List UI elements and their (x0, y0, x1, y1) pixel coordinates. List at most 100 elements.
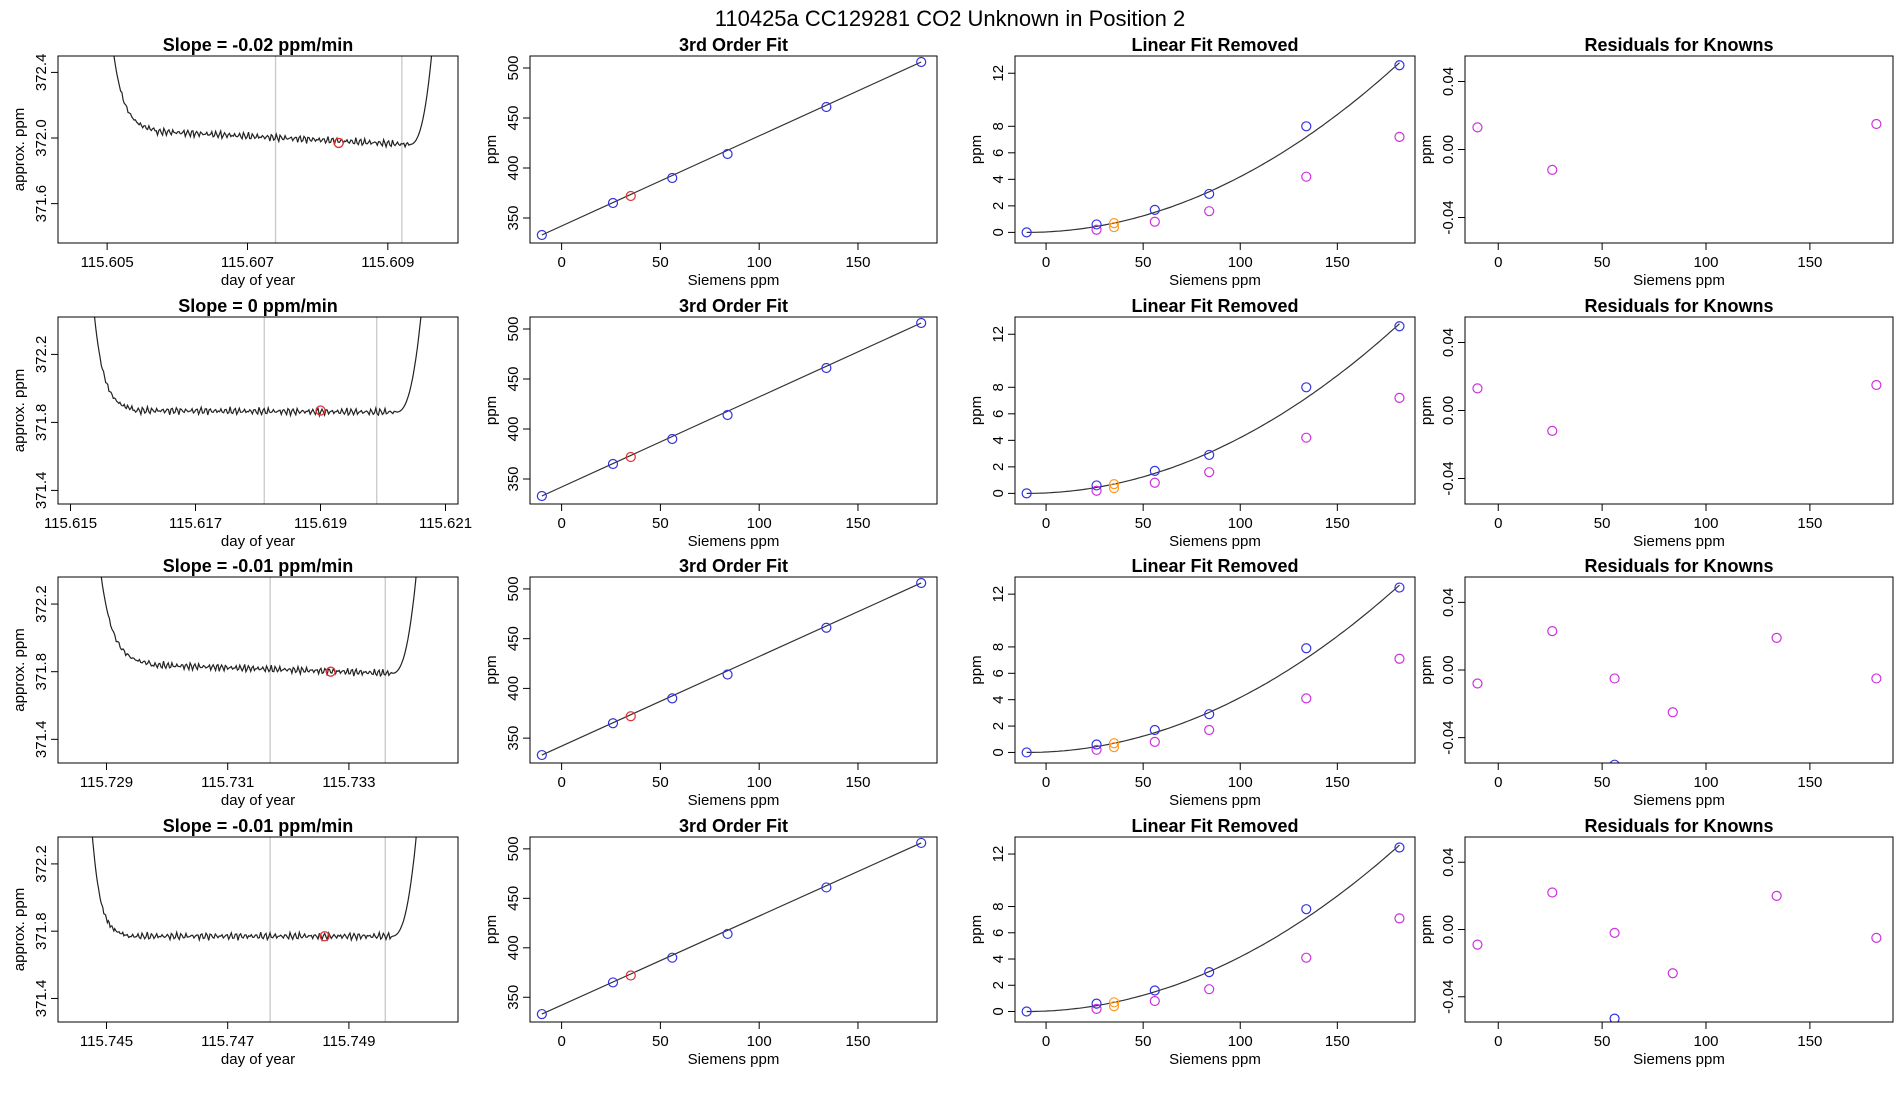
known-point (1149, 465, 1160, 476)
concentration-trace (100, 577, 417, 678)
unknown-point-orange (1108, 218, 1120, 229)
plot-frame (529, 55, 938, 244)
x-tick-label: 0 (1494, 254, 1502, 271)
y-tick-label: 500 (505, 836, 522, 861)
x-tick-label: 150 (1797, 515, 1822, 532)
y-axis-label: ppm (1418, 655, 1435, 684)
y-tick-label: 6 (990, 669, 1007, 677)
y-tick-label: 371.4 (33, 472, 50, 510)
y-tick-label: 350 (505, 985, 522, 1010)
known-point (916, 56, 927, 68)
known-point (1091, 998, 1102, 1009)
y-tick-label: 2 (990, 722, 1007, 730)
y-tick-label: 372.2 (33, 845, 50, 883)
y-tick-label: 500 (505, 316, 522, 341)
panel-r1-c1: Slope = -0.02 ppm/min 115.605 115.607 115.6… (11, 35, 459, 289)
y-tick-label: 4 (990, 696, 1007, 704)
x-tick-label: 100 (747, 1033, 772, 1050)
x-tick-label: 150 (845, 515, 870, 532)
y-tick-label: 12 (990, 326, 1007, 343)
y-tick-label: 0.00 (1440, 655, 1457, 684)
known-point (1149, 985, 1160, 996)
x-axis-label: Siemens ppm (1633, 792, 1725, 809)
plot-frame (1464, 576, 1894, 764)
plot-area (1021, 582, 1405, 758)
x-tick-label: 50 (652, 515, 669, 532)
residual-point (1547, 887, 1558, 898)
y-tick-label: 350 (505, 726, 522, 751)
y-tick-label: 450 (505, 366, 522, 391)
fit-line (541, 322, 922, 497)
y-tick-label: 0.00 (1440, 915, 1457, 944)
x-tick-label: 115.605 (81, 254, 134, 271)
y-tick-label: 371.4 (33, 721, 50, 759)
y-axis-label: ppm (968, 135, 985, 164)
x-tick-label: 115.749 (322, 1033, 375, 1050)
x-tick-label: 150 (1325, 774, 1350, 791)
panel-r3-c4: Residuals for Knowns 0 50 100 150 -0.04 0.00 0.… (1418, 556, 1894, 809)
x-tick-label: 0 (1494, 1033, 1502, 1050)
x-tick-label: 100 (1693, 1033, 1718, 1050)
unknown-point (625, 970, 636, 981)
y-tick-label: 12 (990, 586, 1007, 603)
x-tick-label: 0 (557, 774, 565, 791)
fit-line (541, 61, 922, 236)
x-tick-label: 150 (1325, 515, 1350, 532)
residual-point (1667, 968, 1678, 979)
plot-frame (1014, 316, 1416, 505)
panels-grid: Slope = -0.02 ppm/min 115.605 115.607 115.6… (11, 35, 1894, 1068)
known-point (1204, 709, 1215, 720)
x-tick-label: 50 (652, 1033, 669, 1050)
x-tick-label: 50 (1135, 1033, 1152, 1050)
y-tick-label: 0.04 (1440, 328, 1457, 357)
x-tick-label: 150 (1797, 1033, 1822, 1050)
known-point (916, 317, 927, 329)
y-tick-label: 2 (990, 981, 1007, 989)
x-tick-label: 0 (557, 254, 565, 271)
sample-marker (333, 137, 344, 149)
x-tick-label: 115.747 (201, 1033, 254, 1050)
panel-r4-c1: Slope = -0.01 ppm/min 115.745 115.747 115.7… (11, 816, 459, 1068)
y-tick-label: 6 (990, 410, 1007, 418)
known-point (916, 577, 927, 589)
plot-area (536, 56, 927, 241)
known-point (722, 669, 733, 680)
known-point (536, 1008, 547, 1020)
y-tick-label: 6 (990, 929, 1007, 937)
x-tick-label: 100 (747, 254, 772, 271)
x-axis-label: Siemens ppm (1169, 1051, 1261, 1068)
x-tick-label: 0 (1042, 774, 1050, 791)
residual-point (1204, 984, 1215, 995)
known-point (821, 882, 832, 893)
y-tick-label: 450 (505, 105, 522, 130)
panel-title: Slope = -0.01 ppm/min (163, 816, 354, 836)
x-axis-label: Siemens ppm (688, 272, 780, 289)
x-tick-label: 50 (1135, 254, 1152, 271)
y-tick-label: 8 (990, 122, 1007, 130)
panel-title: Linear Fit Removed (1131, 556, 1298, 576)
plot-area (91, 837, 417, 1022)
panel-r2-c3: Linear Fit Removed 0 50 100 150 0 2 4 6 8 12 Siemen… (968, 296, 1416, 550)
plot-frame (529, 576, 938, 764)
known-point (722, 928, 733, 940)
residual-point (1472, 383, 1483, 394)
residual-point (1301, 171, 1312, 182)
y-tick-label: 450 (505, 886, 522, 911)
panel-title: Slope = -0.02 ppm/min (163, 35, 354, 55)
y-tick-label: 372.2 (33, 336, 50, 374)
y-axis-label: approx. ppm (11, 108, 28, 191)
residual-point (1871, 118, 1882, 130)
y-tick-label: 400 (505, 676, 522, 701)
residual-point (1204, 467, 1215, 478)
residual-point (1547, 626, 1558, 637)
x-axis-label: Siemens ppm (688, 792, 780, 809)
known-point (1394, 321, 1405, 332)
plot-area (1021, 60, 1405, 238)
known-point (1149, 724, 1160, 736)
residual-point (1472, 122, 1483, 133)
x-axis-label: Siemens ppm (1633, 272, 1725, 289)
residual-point (1204, 206, 1215, 217)
plot-frame (529, 836, 938, 1023)
fit-curve (1026, 584, 1400, 753)
x-tick-label: 100 (1228, 254, 1253, 271)
